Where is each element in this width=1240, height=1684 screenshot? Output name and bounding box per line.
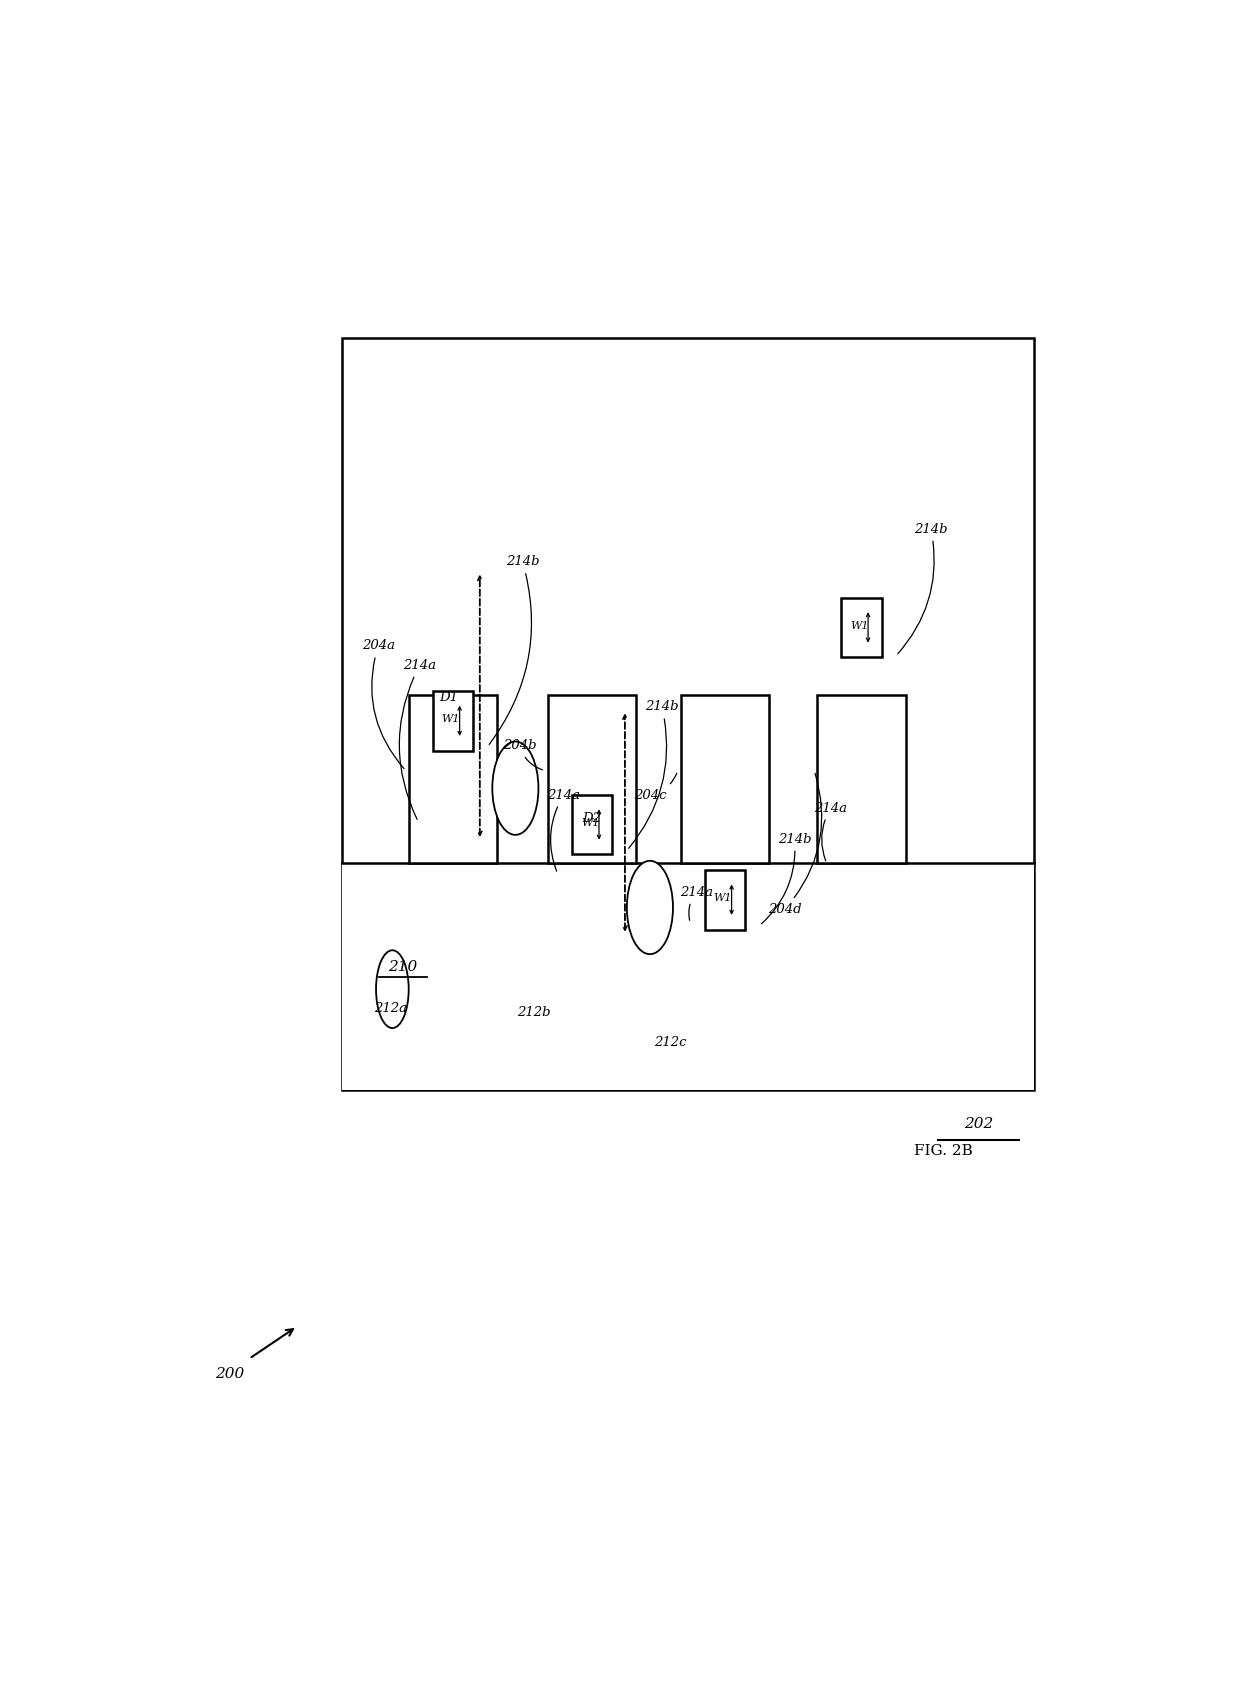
Bar xyxy=(841,598,882,657)
Bar xyxy=(572,795,613,854)
Text: 204b: 204b xyxy=(503,739,543,770)
Text: 202: 202 xyxy=(963,1116,993,1132)
Text: W1: W1 xyxy=(851,621,869,632)
Text: 214b: 214b xyxy=(761,832,811,925)
Bar xyxy=(817,695,905,864)
Text: 204d: 204d xyxy=(768,773,822,916)
Ellipse shape xyxy=(492,741,538,835)
Text: 212b: 212b xyxy=(517,1005,551,1019)
Bar xyxy=(409,695,497,864)
Text: 204a: 204a xyxy=(362,640,404,768)
Text: 214a: 214a xyxy=(815,802,847,861)
Text: 214a: 214a xyxy=(547,788,580,871)
Ellipse shape xyxy=(627,861,673,955)
Text: W1: W1 xyxy=(714,894,732,903)
Text: 212c: 212c xyxy=(653,1036,687,1049)
Text: 204c: 204c xyxy=(634,773,677,802)
Text: 212a: 212a xyxy=(374,1002,407,1015)
Text: 210: 210 xyxy=(388,960,418,973)
Text: 214a: 214a xyxy=(399,658,436,820)
Bar xyxy=(433,690,474,751)
Text: W1: W1 xyxy=(441,714,460,724)
Bar xyxy=(548,695,636,864)
Text: FIG. 2B: FIG. 2B xyxy=(914,1143,972,1159)
Bar xyxy=(342,864,1034,1090)
Text: W1: W1 xyxy=(582,818,600,829)
Text: 214b: 214b xyxy=(629,701,678,849)
Text: 200: 200 xyxy=(216,1367,244,1381)
Text: D2: D2 xyxy=(582,812,601,825)
Text: D1: D1 xyxy=(440,690,459,704)
Text: 214b: 214b xyxy=(489,556,539,744)
Text: 214a: 214a xyxy=(680,886,713,921)
Bar xyxy=(342,338,1034,1090)
Ellipse shape xyxy=(376,950,409,1027)
Bar xyxy=(704,871,745,930)
Bar xyxy=(681,695,769,864)
Text: 214b: 214b xyxy=(898,522,947,653)
